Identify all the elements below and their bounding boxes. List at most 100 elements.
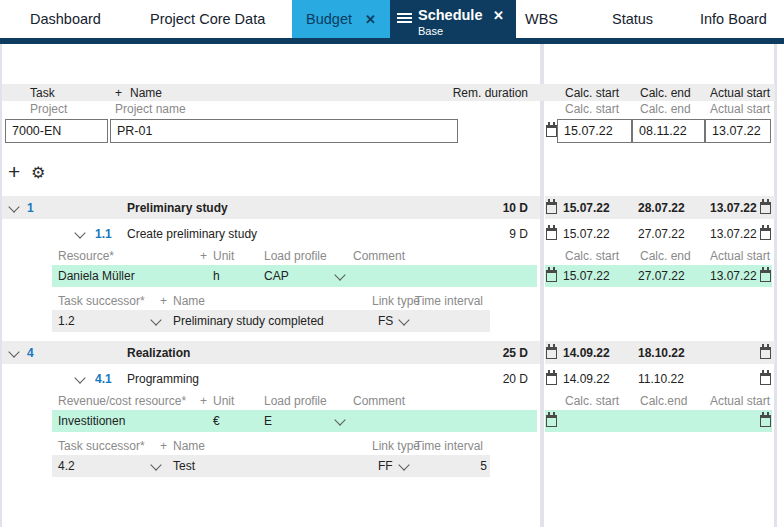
calendar-icon[interactable] [760, 270, 771, 282]
calendar-icon[interactable] [760, 228, 771, 240]
tab-project-core-data[interactable]: Project Core Data [150, 0, 265, 38]
cell-calc-end[interactable]: 27.07.22 [638, 265, 685, 287]
calendar-icon[interactable] [760, 202, 771, 214]
tab-dashboard[interactable]: Dashboard [30, 0, 101, 38]
close-icon[interactable]: ✕ [365, 12, 376, 27]
calendar-icon[interactable] [760, 347, 771, 359]
close-icon[interactable]: ✕ [493, 8, 504, 23]
cell-calc-start[interactable]: 15.07.22 [563, 222, 610, 245]
cell-load-profile[interactable]: CAP [264, 265, 289, 287]
tab-label: WBS [525, 11, 558, 27]
calendar-icon[interactable] [546, 270, 557, 282]
cell-resource-name[interactable]: Investitionen [58, 410, 125, 432]
col-calc-start: Calc. start [565, 392, 619, 409]
table-row-task[interactable]: 4.1 Programming 20 D 14.09.22 11.10.22 [0, 367, 784, 390]
cell-wbs[interactable]: 4 [27, 341, 34, 364]
calendar-icon[interactable] [546, 415, 557, 427]
project-label-row: Project Project name Calc. start Calc. e… [0, 101, 784, 117]
table-row-summary[interactable]: 1 Preliminary study 10 D 15.07.22 28.07.… [0, 196, 784, 219]
cell-task-name[interactable]: Create preliminary study [127, 222, 257, 245]
cell-wbs[interactable]: 4.1 [95, 367, 112, 390]
cell-task-name[interactable]: Realization [127, 341, 190, 364]
add-resource-icon[interactable]: + [200, 392, 207, 409]
cell-calc-start[interactable]: 14.09.22 [563, 367, 610, 390]
calendar-icon[interactable] [546, 125, 557, 137]
col-resource: Resource* [58, 247, 114, 264]
cell-time-interval[interactable]: 5 [480, 455, 487, 477]
col-link-type: Link type [372, 437, 420, 454]
tab-budget[interactable]: Budget ✕ [292, 0, 390, 38]
cell-calc-end[interactable]: 11.10.22 [638, 367, 684, 390]
cell-rem-duration[interactable]: 10 D [503, 196, 528, 219]
tab-label: Info Board [700, 11, 767, 27]
col-resource: Revenue/cost resource* [58, 392, 186, 409]
cell-successor-id[interactable]: 4.2 [58, 455, 75, 477]
col-rem-duration: Rem. duration [453, 84, 528, 101]
cell-task-name[interactable]: Programming [127, 367, 199, 390]
cell-wbs[interactable]: 1.1 [95, 222, 112, 245]
cell-calc-end[interactable]: 28.07.22 [638, 196, 685, 219]
cell-load-profile[interactable]: E [264, 410, 272, 432]
app-window: Dashboard Project Core Data Budget ✕ Sch… [0, 0, 784, 527]
cell-resource-name[interactable]: Daniela Müller [58, 265, 135, 287]
cell-wbs[interactable]: 1 [27, 196, 34, 219]
col-calc-end: Calc. end [640, 84, 691, 101]
calendar-icon[interactable] [760, 415, 771, 427]
cell-actual-start[interactable]: 13.07.22 [710, 222, 757, 245]
cell-link-type[interactable]: FS [378, 310, 393, 332]
cell-rem-duration[interactable]: 20 D [503, 367, 528, 390]
project-id-input[interactable] [5, 119, 108, 143]
resource-row[interactable]: Daniela Müller h CAP 15.07.22 27.07.22 1… [0, 265, 784, 287]
tab-sublabel: Base [418, 25, 443, 37]
tab-label: Schedule [418, 7, 482, 23]
calendar-icon[interactable] [546, 373, 557, 385]
chevron-down-icon[interactable] [74, 372, 85, 383]
gear-icon[interactable]: ⚙ [31, 158, 45, 186]
resource-row[interactable]: Investitionen € E [0, 410, 784, 432]
cell-calc-end[interactable]: 27.07.22 [638, 222, 685, 245]
tab-wbs[interactable]: WBS [525, 0, 558, 38]
table-row-summary[interactable]: 4 Realization 25 D 14.09.22 18.10.22 [0, 341, 784, 364]
cell-link-type[interactable]: FF [378, 455, 393, 477]
add-successor-icon[interactable]: + [160, 437, 167, 454]
cell-calc-end[interactable]: 18.10.22 [638, 341, 685, 364]
calendar-icon[interactable] [546, 202, 557, 214]
cell-task-name[interactable]: Preliminary study [127, 196, 228, 219]
project-actual-start-input[interactable] [705, 119, 771, 143]
cell-unit[interactable]: € [213, 410, 220, 432]
project-calc-start-input[interactable] [557, 119, 632, 143]
col-load-profile: Load profile [264, 392, 327, 409]
chevron-down-icon[interactable] [74, 227, 85, 238]
cell-unit[interactable]: h [213, 265, 220, 287]
project-name-label: Project name [115, 101, 186, 117]
successor-row[interactable]: 4.2 Test FF 5 [0, 455, 784, 477]
col-unit: Unit [213, 392, 234, 409]
cell-successor-name[interactable]: Preliminary study completed [173, 310, 324, 332]
project-calc-end-input[interactable] [632, 119, 705, 143]
col-actual-start: Actual start [710, 247, 770, 264]
add-task-icon[interactable]: + [8, 158, 20, 186]
calendar-icon[interactable] [546, 347, 557, 359]
table-row-task[interactable]: 1.1 Create preliminary study 9 D 15.07.2… [0, 222, 784, 245]
col-actual-start: Actual start [710, 392, 770, 409]
calendar-icon[interactable] [546, 228, 557, 240]
cell-rem-duration[interactable]: 9 D [509, 222, 528, 245]
cell-rem-duration[interactable]: 25 D [503, 341, 528, 364]
add-resource-icon[interactable]: + [200, 247, 207, 264]
calendar-icon[interactable] [760, 373, 771, 385]
cell-actual-start[interactable]: 13.07.22 [710, 265, 757, 287]
cell-successor-name[interactable]: Test [173, 455, 195, 477]
cell-calc-start[interactable]: 15.07.22 [563, 265, 610, 287]
tab-label: Dashboard [30, 11, 101, 27]
add-successor-icon[interactable]: + [160, 292, 167, 309]
cell-calc-start[interactable]: 14.09.22 [563, 341, 610, 364]
project-name-input[interactable] [110, 119, 458, 143]
menu-icon[interactable] [397, 13, 412, 25]
successor-row[interactable]: 1.2 Preliminary study completed FS [0, 310, 784, 332]
add-column-icon[interactable]: + [115, 84, 122, 101]
cell-calc-start[interactable]: 15.07.22 [563, 196, 610, 219]
cell-actual-start[interactable]: 13.07.22 [710, 196, 757, 219]
cell-successor-id[interactable]: 1.2 [58, 310, 75, 332]
tab-info-board[interactable]: Info Board [700, 0, 767, 38]
tab-status[interactable]: Status [612, 0, 653, 38]
